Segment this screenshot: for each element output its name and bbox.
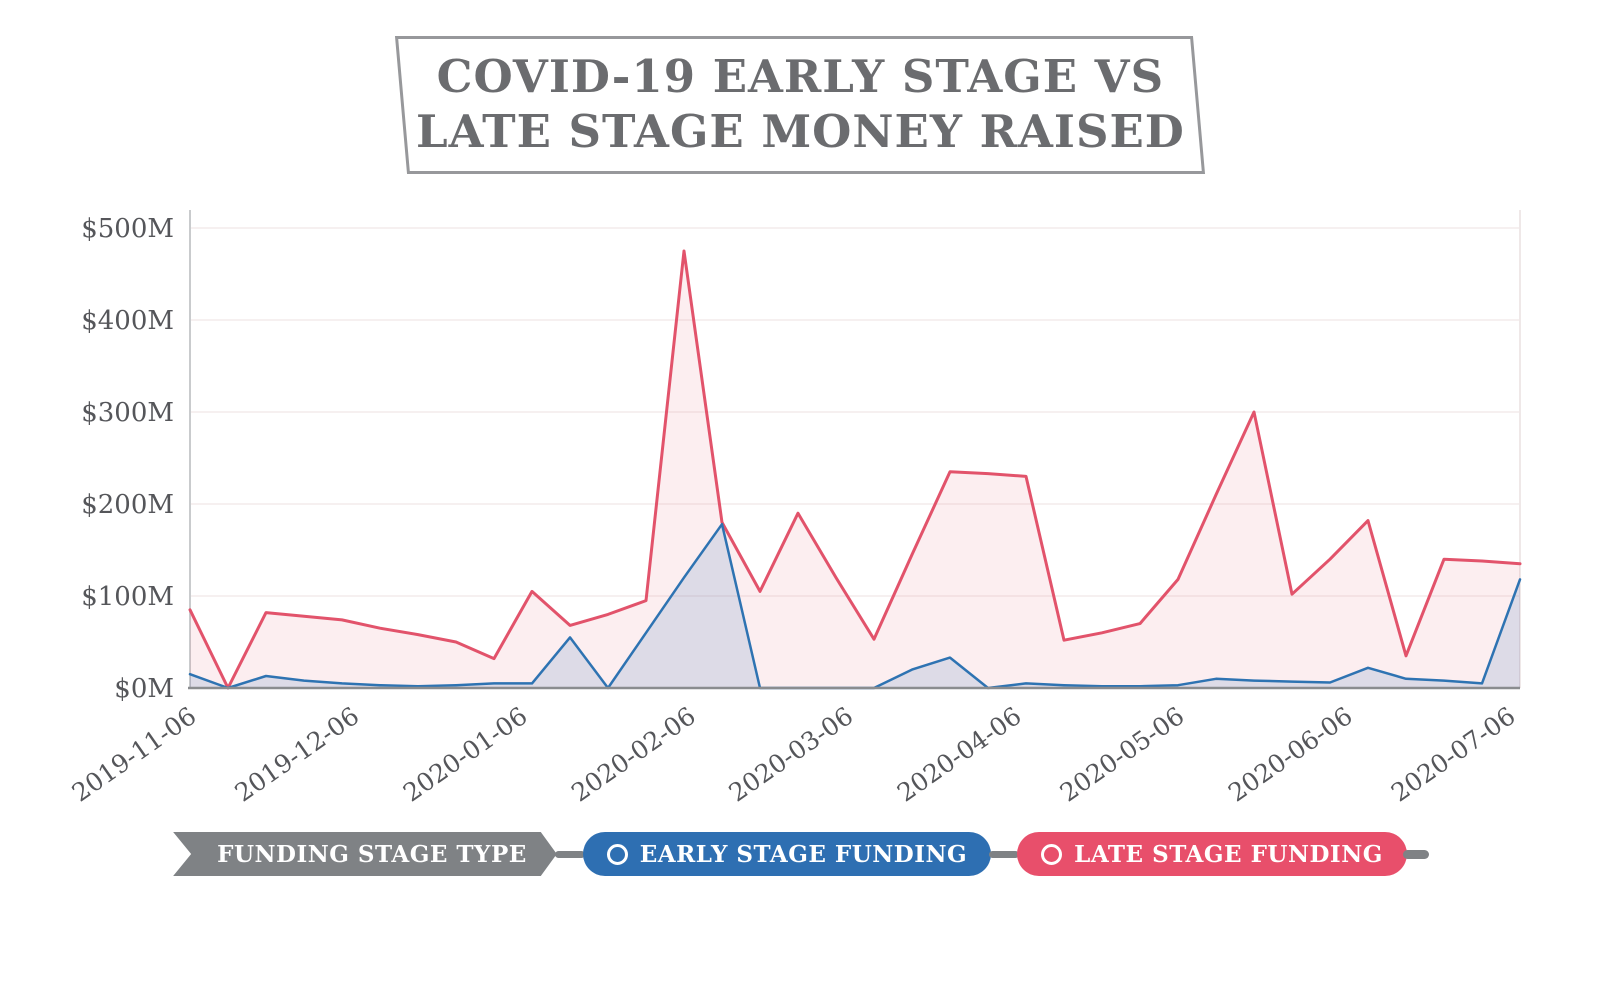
- late-stage-marker-icon: [1041, 843, 1063, 865]
- legend-end-dash: [1402, 849, 1429, 859]
- y-axis-tick-label: $0M: [114, 674, 174, 704]
- funding-area-chart: $0M $100M $200M $300M $400M $500M 2019-11-06 20…: [67, 210, 1522, 808]
- title-banner: COVID-19 EARLY STAGE VS LATE STAGE MONEY…: [394, 36, 1206, 174]
- x-axis-tick-label: 2020-02-06: [566, 701, 701, 807]
- page-title: COVID-19 EARLY STAGE VS LATE STAGE MONEY…: [416, 50, 1185, 160]
- chart-area: $0M $100M $200M $300M $400M $500M 2019-11-06 20…: [0, 188, 1600, 810]
- x-axis-tick-label: 2020-06-06: [1223, 701, 1358, 807]
- title-banner-wrap: COVID-19 EARLY STAGE VS LATE STAGE MONEY…: [0, 36, 1600, 174]
- legend-connector: [554, 850, 585, 858]
- y-axis-tick-label: $400M: [81, 306, 174, 336]
- legend-item-label-early: EARLY STAGE FUNDING: [639, 840, 968, 868]
- legend-title-ribbon: FUNDING STAGE TYPE: [173, 832, 557, 876]
- early-stage-marker-icon: [606, 843, 628, 865]
- x-axis-tick-label: 2019-11-06: [67, 701, 202, 807]
- legend-item-late-stage: LATE STAGE FUNDING: [1017, 832, 1407, 876]
- legend-title: FUNDING STAGE TYPE: [217, 840, 527, 868]
- y-axis-tick-label: $500M: [81, 214, 174, 244]
- late-stage-funding-line: [188, 249, 1522, 690]
- y-axis-tick-label: $100M: [81, 582, 174, 612]
- legend-connector: [989, 850, 1020, 858]
- x-axis-tick-label: 2020-07-06: [1386, 701, 1521, 807]
- x-axis-tick-label: 2020-04-06: [892, 701, 1027, 807]
- legend: FUNDING STAGE TYPE EARLY STAGE FUNDING L…: [0, 832, 1600, 876]
- page-title-line2: LATE STAGE MONEY RAISED: [415, 105, 1185, 158]
- gridlines: [190, 227, 1520, 597]
- late-stage-funding-area: [190, 251, 1520, 688]
- y-axis-tick-label: $200M: [81, 490, 174, 520]
- legend-item-early-stage: EARLY STAGE FUNDING: [582, 832, 992, 876]
- x-axis-tick-label: 2019-12-06: [230, 701, 365, 807]
- y-axis-tick-label: $300M: [81, 398, 174, 428]
- page-title-line1: COVID-19 EARLY STAGE VS: [436, 50, 1164, 104]
- legend-item-label-late: LATE STAGE FUNDING: [1074, 840, 1383, 868]
- x-axis-tick-label: 2020-03-06: [724, 701, 859, 807]
- x-axis-tick-label: 2020-05-06: [1055, 701, 1190, 807]
- x-axis-tick-label: 2020-01-06: [398, 701, 533, 807]
